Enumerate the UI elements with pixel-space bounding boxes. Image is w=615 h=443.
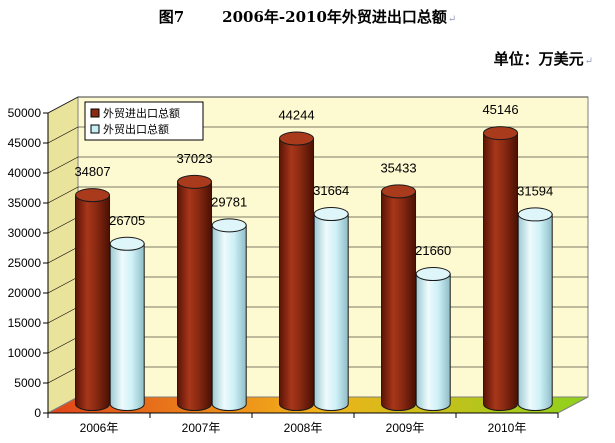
bar-top xyxy=(109,236,145,251)
bar-body xyxy=(279,138,315,411)
data-label: 35433 xyxy=(380,160,416,175)
bar-top xyxy=(279,131,315,146)
bar-body xyxy=(109,243,145,411)
figure-label: 图7 xyxy=(158,8,185,26)
y-tick-label: 30000 xyxy=(8,226,42,240)
data-label: 45146 xyxy=(482,102,518,117)
y-tick-label: 10000 xyxy=(8,346,42,360)
bar-body xyxy=(313,213,349,411)
bar-top xyxy=(75,188,111,203)
data-label: 21660 xyxy=(415,243,451,258)
data-label: 44244 xyxy=(278,108,314,123)
data-label: 31664 xyxy=(313,183,349,198)
bar-export-total xyxy=(517,207,553,411)
gridline xyxy=(47,126,588,144)
legend-swatch xyxy=(90,124,100,134)
bar-top xyxy=(483,126,519,141)
bar-import-export-total xyxy=(279,131,315,411)
bar-body xyxy=(211,224,247,411)
y-tick-label: 20000 xyxy=(8,286,42,300)
bar-body xyxy=(483,132,519,411)
x-tick-label: 2008年 xyxy=(284,421,323,435)
x-tick-label: 2010年 xyxy=(488,421,527,435)
y-tick-label: 50000 xyxy=(8,106,42,120)
y-tick-label: 15000 xyxy=(8,316,42,330)
gridline xyxy=(47,186,588,204)
bar-top xyxy=(177,174,213,189)
chart-title-text: 2006年-2010年外贸进出口总额 xyxy=(222,8,447,26)
bar-body xyxy=(517,213,553,411)
bar-body xyxy=(415,273,451,411)
bar-import-export-total xyxy=(75,188,111,411)
data-label: 31594 xyxy=(517,183,553,198)
bar-export-total xyxy=(313,207,349,411)
data-label: 37023 xyxy=(176,151,212,166)
bar-top xyxy=(381,184,417,199)
bar-body xyxy=(381,190,417,411)
data-label: 29781 xyxy=(211,194,247,209)
x-tick-label: 2009年 xyxy=(386,421,425,435)
y-tick-label: 40000 xyxy=(8,166,42,180)
bar-import-export-total xyxy=(483,126,519,411)
bar-export-total xyxy=(415,267,451,411)
bar-top xyxy=(517,207,553,222)
bar-import-export-total xyxy=(177,174,213,411)
unit-label: 单位：万美元↵ xyxy=(494,48,593,69)
y-tick-label: 35000 xyxy=(8,196,42,210)
data-label: 34807 xyxy=(74,164,110,179)
legend-label: 外贸出口总额 xyxy=(103,122,169,136)
y-tick-label: 5000 xyxy=(14,376,41,390)
x-tick-label: 2007年 xyxy=(182,421,221,435)
bar-top xyxy=(313,207,349,222)
bar-body xyxy=(177,181,213,411)
unit-text: 单位：万美元 xyxy=(493,50,584,68)
legend-box xyxy=(84,101,204,141)
bar-top xyxy=(415,267,451,282)
paragraph-mark-icon: ↵ xyxy=(584,56,593,67)
bar-import-export-total xyxy=(381,184,417,411)
bar-body xyxy=(75,194,111,411)
bar-export-total xyxy=(109,236,145,411)
chart-title: 图7 2006年-2010年外贸进出口总额↵ xyxy=(0,6,615,27)
x-tick-label: 2006年 xyxy=(80,421,119,435)
y-tick-label: 25000 xyxy=(8,256,42,270)
data-label: 26705 xyxy=(109,213,145,228)
bar-export-total xyxy=(211,218,247,411)
gridline xyxy=(47,96,588,114)
y-tick-label: 0 xyxy=(34,406,41,420)
paragraph-mark-icon: ↵ xyxy=(447,14,457,25)
bar-top xyxy=(211,218,247,233)
legend-label: 外贸进出口总额 xyxy=(103,106,180,120)
gridline xyxy=(47,156,588,174)
y-tick-label: 45000 xyxy=(8,136,42,150)
legend-swatch xyxy=(90,108,100,118)
